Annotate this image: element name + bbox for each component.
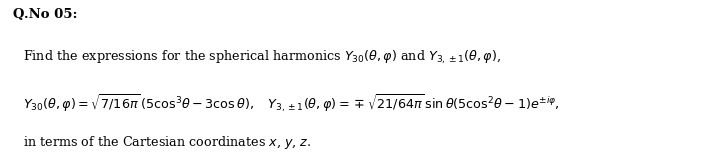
Text: $Y_{30}(\theta, \varphi) = \sqrt{7/16\pi}\,(5\cos^3\!\theta - 3\cos\theta),\quad: $Y_{30}(\theta, \varphi) = \sqrt{7/16\pi… — [23, 92, 559, 114]
Text: Find the expressions for the spherical harmonics $Y_{30}(\theta, \varphi)$ and $: Find the expressions for the spherical h… — [23, 49, 501, 66]
Text: in terms of the Cartesian coordinates $x$, $y$, $z$.: in terms of the Cartesian coordinates $x… — [23, 134, 311, 152]
Text: Q.No 05:: Q.No 05: — [13, 8, 78, 21]
